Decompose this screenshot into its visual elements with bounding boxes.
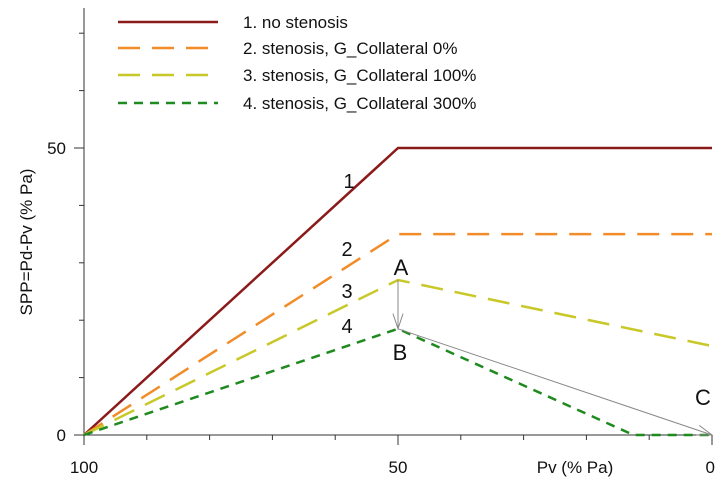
curve-label-3: 3 (341, 281, 352, 303)
y-tick-label: 0 (57, 426, 66, 445)
arrow-line-2 (397, 328, 713, 436)
x-tick-label: 100 (70, 458, 98, 477)
legend-label-4: 4. stenosis, G_Collateral 300% (243, 94, 476, 113)
legend-label-2: 2. stenosis, G_Collateral 0% (243, 39, 458, 58)
curve-label-4: 4 (341, 316, 352, 338)
legend-label-1: 1. no stenosis (243, 13, 348, 32)
curve-label-1: 1 (343, 171, 354, 193)
point-label-a: A (394, 255, 409, 280)
point-label-c: C (695, 385, 711, 410)
arrow-head-2 (695, 424, 714, 436)
series-line-3 (83, 278, 713, 437)
y-axis-title: SPP=Pd-Pv (% Pa) (17, 169, 36, 316)
x-axis-title: Pv (% Pa) (537, 458, 614, 477)
point-label-b: B (393, 340, 408, 365)
curve-label-2: 2 (341, 239, 352, 261)
legend-label-3: 3. stenosis, G_Collateral 100% (243, 66, 476, 85)
x-tick-label: 0 (706, 458, 715, 477)
x-tick-label: 50 (389, 458, 408, 477)
series-line-4 (83, 327, 712, 437)
y-tick-label: 50 (47, 139, 66, 158)
series-line-1 (83, 146, 712, 436)
series-line-2 (83, 232, 712, 437)
